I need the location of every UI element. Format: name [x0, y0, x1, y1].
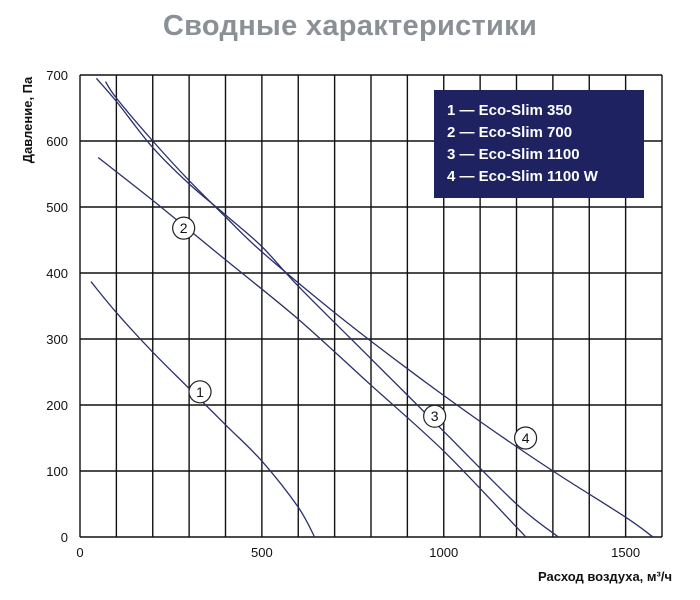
series-marker-label-3: 3	[431, 408, 439, 424]
y-tick-label: 600	[46, 134, 68, 149]
legend-item: 3 — Eco-Slim 1100	[447, 146, 580, 163]
series-line-3	[95, 77, 559, 538]
legend-item: 2 — Eco-Slim 700	[447, 124, 572, 141]
y-axis-label: Давление, Па	[20, 76, 35, 163]
x-tick-label: 1000	[429, 545, 458, 560]
chart-title: Сводные характеристики	[162, 10, 538, 42]
y-tick-label: 100	[46, 464, 68, 479]
series-line-2	[97, 156, 527, 538]
legend: 1 — Eco-Slim 350 2 — Eco-Slim 700 3 — Eco-…	[434, 90, 644, 198]
x-tick-label: 0	[76, 545, 83, 560]
series-marker-label-2: 2	[180, 220, 188, 236]
y-tick-label: 400	[46, 266, 68, 281]
y-tick-label: 200	[46, 398, 68, 413]
x-tick-label: 500	[251, 545, 273, 560]
series-lines	[90, 77, 654, 538]
series-marker-3	[423, 404, 447, 428]
legend-item: 4 — Eco-Slim 1100 W	[447, 168, 599, 185]
series-markers: 1 2 3 4	[172, 216, 538, 450]
series-marker-4	[513, 426, 538, 450]
series-marker-label-1: 1	[196, 384, 204, 400]
series-line-4	[104, 81, 654, 538]
legend-item: 1 — Eco-Slim 350	[447, 102, 572, 119]
y-tick-label: 500	[46, 200, 68, 215]
y-tick-label: 300	[46, 332, 68, 347]
x-tick-label: 1500	[611, 545, 640, 560]
series-marker-label-4: 4	[522, 430, 530, 446]
series-marker-2	[172, 216, 196, 240]
y-tick-label: 0	[61, 530, 68, 545]
tick-labels: 0 100 200 300 400 500 600 700 0 500 1000 1500	[46, 68, 640, 560]
legend-box	[434, 90, 644, 198]
x-axis-label: Расход воздуха, м³/ч	[538, 569, 672, 584]
y-tick-label: 700	[46, 68, 68, 83]
series-marker-1	[188, 380, 212, 404]
series-line-1	[90, 281, 316, 538]
grid	[79, 74, 663, 538]
